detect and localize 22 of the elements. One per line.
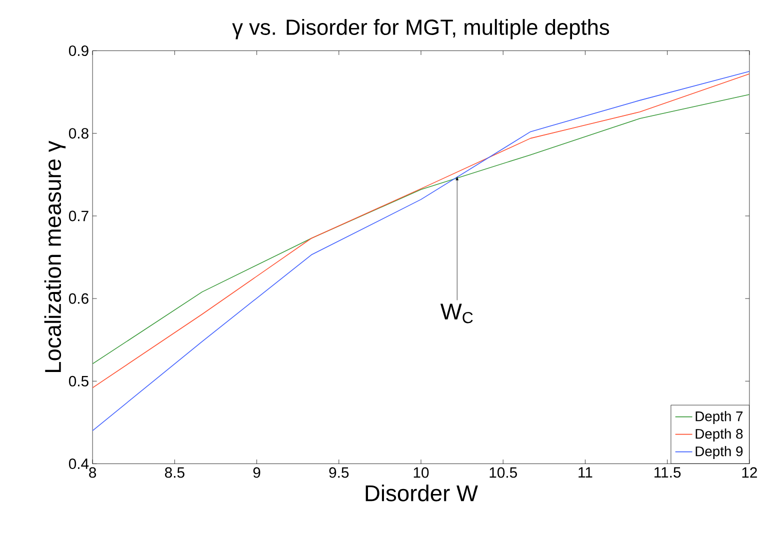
chart-title: γ vs. Disorder for MGT, multiple depths: [232, 18, 610, 40]
legend-label: Depth 9: [696, 446, 743, 459]
y-tick-label: 0.8: [68, 128, 88, 138]
legend-label: Depth 8: [696, 428, 743, 442]
y-tick-label: 0.5: [68, 376, 88, 386]
y-tick-label: 0.9: [68, 45, 88, 56]
x-tick-label: 10: [414, 467, 429, 478]
annotation: W$_{C}$: [440, 304, 473, 324]
x-tick-label: 8: [89, 467, 96, 478]
x-axis-title: Disorder W: [366, 484, 478, 502]
x-tick-label: 11.5: [654, 467, 681, 478]
y-tick-label: 0.7: [68, 210, 88, 222]
x-tick-label: 10.5: [490, 467, 517, 478]
legend-label: Depth 7: [696, 410, 743, 424]
y-tick-label: 0.6: [68, 293, 88, 304]
x-tick-label: 9: [253, 467, 260, 478]
x-tick-label: 12: [742, 467, 757, 478]
x-tick-label: 8.5: [164, 467, 184, 478]
x-tick-label: 9.5: [329, 467, 349, 478]
x-tick-label: 11: [578, 467, 592, 478]
y-tick-label: 0.4: [68, 458, 89, 469]
y-axis-title: Localization measure γ: [44, 140, 66, 372]
